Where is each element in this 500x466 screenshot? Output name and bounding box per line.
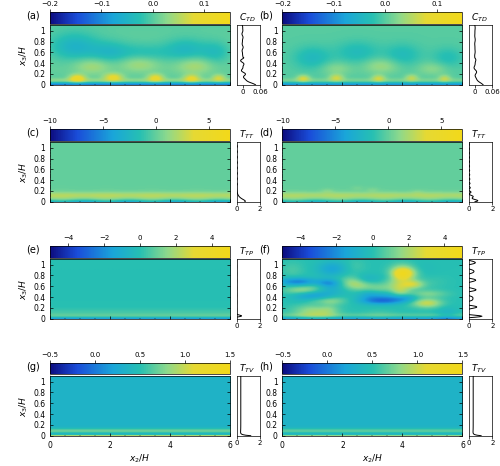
Text: (c): (c) [26,128,40,137]
Text: $C_{TD}$: $C_{TD}$ [239,11,256,24]
Text: $T_{TP}$: $T_{TP}$ [472,245,486,258]
Text: (f): (f) [259,245,270,254]
Y-axis label: $x_3/H$: $x_3/H$ [18,44,30,66]
X-axis label: $x_2/H$: $x_2/H$ [362,452,383,465]
Text: (h): (h) [259,362,273,371]
Text: $T_{TP}$: $T_{TP}$ [239,245,254,258]
Text: (g): (g) [26,362,40,371]
Text: (d): (d) [259,128,273,137]
Text: $C_{TD}$: $C_{TD}$ [472,11,488,24]
X-axis label: $x_2/H$: $x_2/H$ [130,452,150,465]
Y-axis label: $x_3/H$: $x_3/H$ [18,278,30,300]
Text: (e): (e) [26,245,40,254]
Text: (b): (b) [259,11,273,21]
Text: $T_{TV}$: $T_{TV}$ [472,362,488,375]
Y-axis label: $x_3/H$: $x_3/H$ [18,395,30,417]
Y-axis label: $x_3/H$: $x_3/H$ [18,161,30,183]
Text: $T_{TT}$: $T_{TT}$ [239,128,254,141]
Text: $T_{TT}$: $T_{TT}$ [472,128,487,141]
Text: $T_{TV}$: $T_{TV}$ [239,362,255,375]
Text: (a): (a) [26,11,40,21]
